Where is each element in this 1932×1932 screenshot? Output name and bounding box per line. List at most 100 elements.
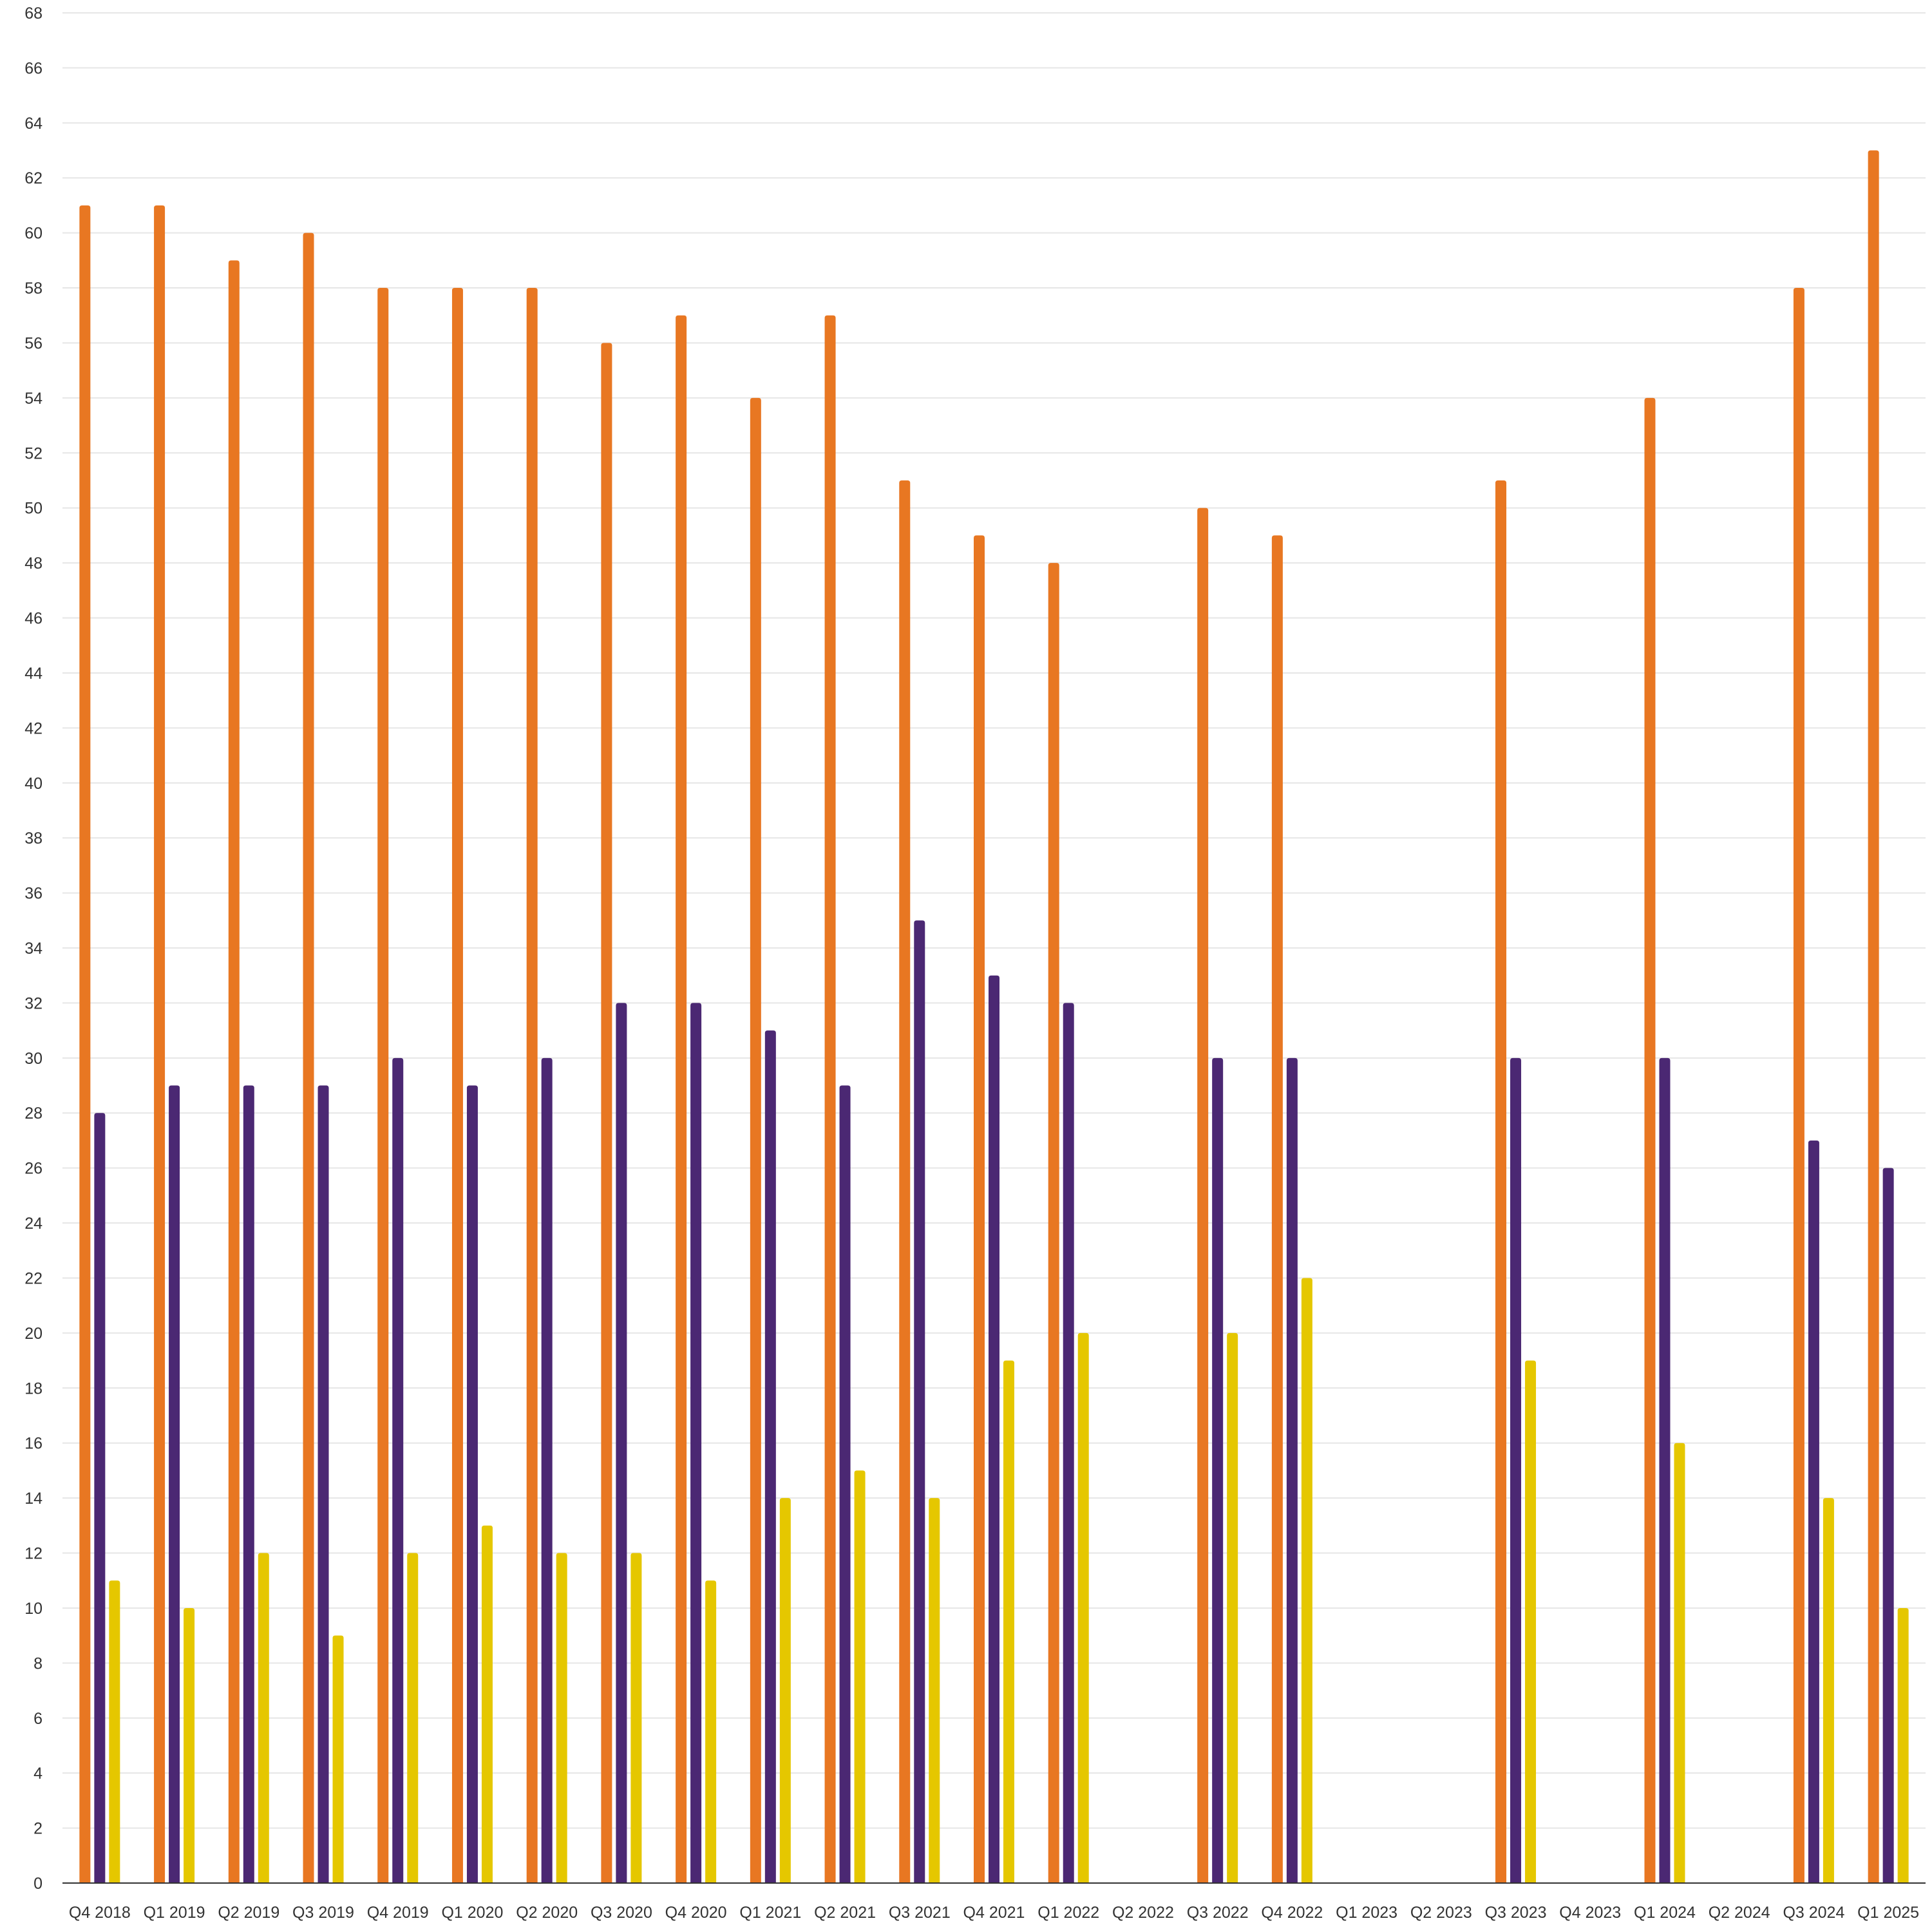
y-tick-label: 18 <box>24 1379 43 1397</box>
bar-series-3 <box>1674 1443 1685 1883</box>
x-tick-label: Q2 2023 <box>1410 1904 1472 1922</box>
bar-series-3 <box>630 1553 642 1883</box>
bar-series-1 <box>1793 288 1804 1883</box>
y-tick-label: 10 <box>24 1600 43 1618</box>
bar-series-1 <box>377 288 389 1883</box>
bar-series-1 <box>824 315 836 1884</box>
x-tick-label: Q2 2022 <box>1112 1904 1174 1922</box>
bar-series-3 <box>1301 1278 1312 1883</box>
x-tick-label: Q4 2018 <box>69 1904 131 1922</box>
bar-series-1 <box>1271 535 1283 1884</box>
bar-series-1 <box>154 205 166 1883</box>
x-tick-label: Q1 2022 <box>1037 1904 1099 1922</box>
bar-series-1 <box>1048 563 1059 1883</box>
x-tick-label: Q2 2024 <box>1709 1904 1770 1922</box>
bar-series-1 <box>676 315 687 1884</box>
bar-series-3 <box>854 1470 866 1883</box>
bar-series-2 <box>764 1030 776 1883</box>
x-tick-label: Q2 2021 <box>814 1904 876 1922</box>
bar-series-2 <box>541 1057 553 1883</box>
bar-series-1 <box>79 205 91 1883</box>
y-tick-label: 48 <box>24 554 43 573</box>
x-tick-label: Q3 2019 <box>292 1904 354 1922</box>
bar-series-1 <box>1495 480 1507 1883</box>
bar-series-2 <box>1212 1057 1224 1883</box>
y-tick-label: 44 <box>24 665 43 683</box>
y-tick-label: 14 <box>24 1490 43 1508</box>
x-tick-label: Q1 2024 <box>1634 1904 1696 1922</box>
bar-series-1 <box>303 232 314 1884</box>
bar-series-2 <box>616 1003 627 1883</box>
y-tick-label: 36 <box>24 885 43 903</box>
x-axis-tick-labels: Q4 2018 Q1 2019 Q2 2019 Q3 2019 Q4 2019 Q1 20… <box>69 1904 1919 1922</box>
x-tick-label: Q1 2021 <box>739 1904 801 1922</box>
y-tick-label: 46 <box>24 610 43 628</box>
y-tick-label: 6 <box>33 1710 43 1728</box>
x-tick-label: Q3 2021 <box>889 1904 951 1922</box>
y-axis-tick-labels: 0246810121416182022242628303234363840424… <box>24 5 43 1893</box>
y-tick-label: 54 <box>24 390 43 408</box>
y-tick-label: 8 <box>33 1654 43 1672</box>
x-tick-label: Q1 2020 <box>441 1904 503 1922</box>
y-tick-label: 0 <box>33 1875 43 1893</box>
y-tick-label: 16 <box>24 1435 43 1453</box>
y-tick-label: 28 <box>24 1104 43 1122</box>
x-tick-label: Q4 2019 <box>367 1904 429 1922</box>
bar-series-3 <box>1077 1332 1089 1883</box>
y-tick-label: 22 <box>24 1269 43 1287</box>
y-tick-label: 26 <box>24 1160 43 1178</box>
bar-series-2 <box>1286 1057 1298 1883</box>
x-tick-label: Q2 2020 <box>516 1904 578 1922</box>
y-tick-label: 30 <box>24 1050 43 1068</box>
bar-series-3 <box>258 1553 269 1883</box>
bar-series-3 <box>929 1498 940 1883</box>
bar-series-2 <box>914 920 925 1883</box>
x-tick-label: Q1 2025 <box>1857 1904 1919 1922</box>
bar-series-3 <box>705 1580 717 1883</box>
x-tick-label: Q4 2020 <box>665 1904 727 1922</box>
y-tick-label: 66 <box>24 59 43 77</box>
y-tick-label: 32 <box>24 994 43 1012</box>
y-tick-label: 20 <box>24 1325 43 1343</box>
bar-series-1 <box>451 288 463 1883</box>
x-tick-label: Q3 2024 <box>1783 1904 1844 1922</box>
bar-series-1 <box>526 288 538 1883</box>
bar-series-3 <box>1897 1607 1909 1883</box>
x-tick-label: Q1 2019 <box>144 1904 205 1922</box>
bar-series-2 <box>1063 1003 1074 1883</box>
bar-series-2 <box>94 1113 106 1883</box>
x-tick-label: Q3 2020 <box>591 1904 652 1922</box>
bar-series-3 <box>407 1553 419 1883</box>
bar-series-1 <box>974 535 985 1884</box>
bar-series-2 <box>1882 1168 1894 1883</box>
bar-series-2 <box>1510 1057 1522 1883</box>
bar-series-2 <box>317 1085 329 1883</box>
bar-series-3 <box>1823 1498 1834 1883</box>
x-tick-label: Q4 2023 <box>1559 1904 1621 1922</box>
y-tick-label: 34 <box>24 940 43 958</box>
bar-series-1 <box>899 480 911 1883</box>
x-tick-label: Q4 2021 <box>963 1904 1025 1922</box>
bar-series-3 <box>332 1635 344 1883</box>
y-tick-label: 38 <box>24 829 43 848</box>
bar-series-3 <box>1003 1360 1014 1883</box>
x-tick-label: Q3 2023 <box>1485 1904 1547 1922</box>
y-tick-label: 68 <box>24 5 43 23</box>
y-tick-label: 24 <box>24 1215 43 1233</box>
x-tick-label: Q1 2023 <box>1336 1904 1397 1922</box>
bar-series-1 <box>1197 507 1209 1884</box>
y-tick-label: 40 <box>24 775 43 793</box>
bar-series-1 <box>1644 397 1656 1883</box>
bar-series-2 <box>1659 1057 1671 1883</box>
bar-series-3 <box>481 1525 493 1883</box>
bar-series-3 <box>556 1553 567 1883</box>
y-tick-label: 58 <box>24 279 43 298</box>
bar-series-1 <box>228 260 240 1883</box>
bar-series-3 <box>779 1498 791 1883</box>
y-tick-label: 4 <box>33 1765 43 1783</box>
y-tick-label: 56 <box>24 334 43 352</box>
x-tick-label: Q3 2022 <box>1187 1904 1249 1922</box>
bar-series-2 <box>989 975 999 1883</box>
y-tick-label: 12 <box>24 1545 43 1563</box>
